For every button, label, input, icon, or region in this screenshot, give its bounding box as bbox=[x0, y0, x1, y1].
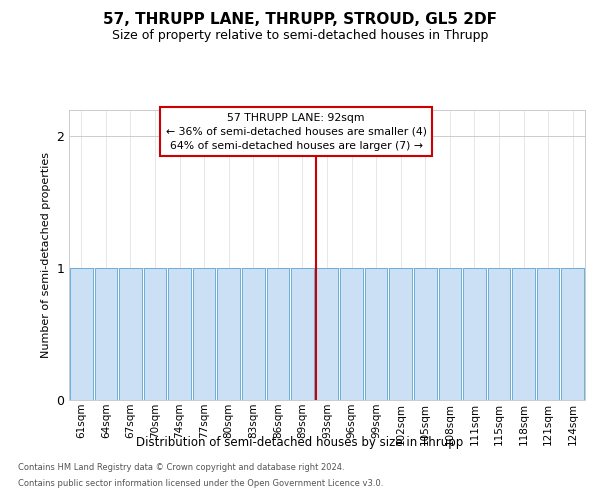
Text: Size of property relative to semi-detached houses in Thrupp: Size of property relative to semi-detach… bbox=[112, 28, 488, 42]
Bar bbox=[242, 268, 265, 400]
Bar bbox=[463, 268, 486, 400]
Bar bbox=[291, 268, 314, 400]
Text: Contains public sector information licensed under the Open Government Licence v3: Contains public sector information licen… bbox=[18, 478, 383, 488]
Bar bbox=[439, 268, 461, 400]
Bar bbox=[217, 268, 240, 400]
Text: Contains HM Land Registry data © Crown copyright and database right 2024.: Contains HM Land Registry data © Crown c… bbox=[18, 464, 344, 472]
Bar bbox=[70, 268, 92, 400]
Bar bbox=[340, 268, 363, 400]
Text: 57, THRUPP LANE, THRUPP, STROUD, GL5 2DF: 57, THRUPP LANE, THRUPP, STROUD, GL5 2DF bbox=[103, 12, 497, 28]
Bar bbox=[537, 268, 559, 400]
Y-axis label: Number of semi-detached properties: Number of semi-detached properties bbox=[41, 152, 50, 358]
Bar bbox=[168, 268, 191, 400]
Bar bbox=[488, 268, 511, 400]
Bar bbox=[365, 268, 388, 400]
Text: Distribution of semi-detached houses by size in Thrupp: Distribution of semi-detached houses by … bbox=[136, 436, 464, 449]
Bar bbox=[316, 268, 338, 400]
Bar bbox=[562, 268, 584, 400]
Text: 57 THRUPP LANE: 92sqm
← 36% of semi-detached houses are smaller (4)
64% of semi-: 57 THRUPP LANE: 92sqm ← 36% of semi-deta… bbox=[166, 113, 427, 151]
Bar bbox=[143, 268, 166, 400]
Bar bbox=[193, 268, 215, 400]
Bar bbox=[119, 268, 142, 400]
Bar bbox=[414, 268, 437, 400]
Bar bbox=[266, 268, 289, 400]
Bar bbox=[512, 268, 535, 400]
Bar bbox=[389, 268, 412, 400]
Bar bbox=[95, 268, 117, 400]
